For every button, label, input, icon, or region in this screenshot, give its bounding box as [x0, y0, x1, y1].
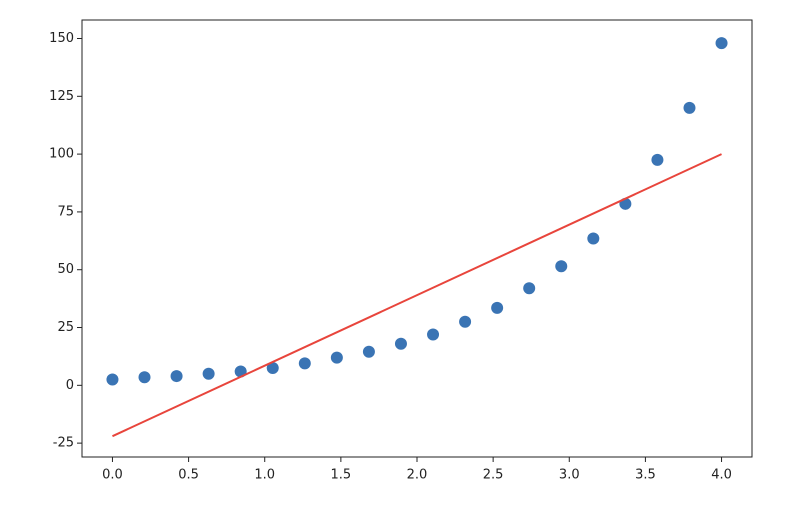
y-tick-label: 50 — [57, 262, 74, 277]
x-tick-label: 1.5 — [331, 468, 352, 483]
scatter-point — [555, 260, 568, 273]
x-tick-label: 3.5 — [635, 468, 656, 483]
x-tick-label: 1.0 — [254, 468, 275, 483]
scatter-point — [202, 367, 215, 380]
scatter-point — [587, 232, 600, 245]
y-tick-label: 100 — [49, 147, 74, 162]
scatter-point — [266, 361, 279, 374]
y-tick-label: 150 — [49, 31, 74, 46]
scatter-point — [394, 337, 407, 350]
y-tick-label: -25 — [53, 436, 74, 451]
scatter-point — [138, 371, 151, 384]
scatter-point — [459, 315, 472, 328]
x-tick-label: 2.5 — [483, 468, 504, 483]
scatter-point — [427, 328, 440, 341]
scatter-point — [362, 345, 375, 358]
scatter-point — [715, 37, 728, 50]
scatter-point — [651, 153, 664, 166]
y-tick-label: 125 — [49, 89, 74, 104]
scatter-point — [170, 370, 183, 383]
x-tick-label: 0.0 — [102, 468, 123, 483]
scatter-point — [106, 373, 119, 386]
scatter-point — [298, 357, 311, 370]
x-tick-label: 4.0 — [711, 468, 732, 483]
y-tick-label: 25 — [57, 320, 74, 335]
x-tick-label: 3.0 — [559, 468, 580, 483]
y-tick-label: 75 — [57, 204, 74, 219]
fit-line — [112, 153, 722, 438]
scatter-point — [330, 351, 343, 364]
scatter-point — [491, 301, 504, 314]
y-tick-label: 0 — [66, 378, 74, 393]
x-tick-label: 0.5 — [178, 468, 199, 483]
plot-frame — [81, 19, 753, 458]
scatter-point — [523, 282, 536, 295]
scatter-point — [683, 101, 696, 114]
x-tick-label: 2.0 — [407, 468, 428, 483]
